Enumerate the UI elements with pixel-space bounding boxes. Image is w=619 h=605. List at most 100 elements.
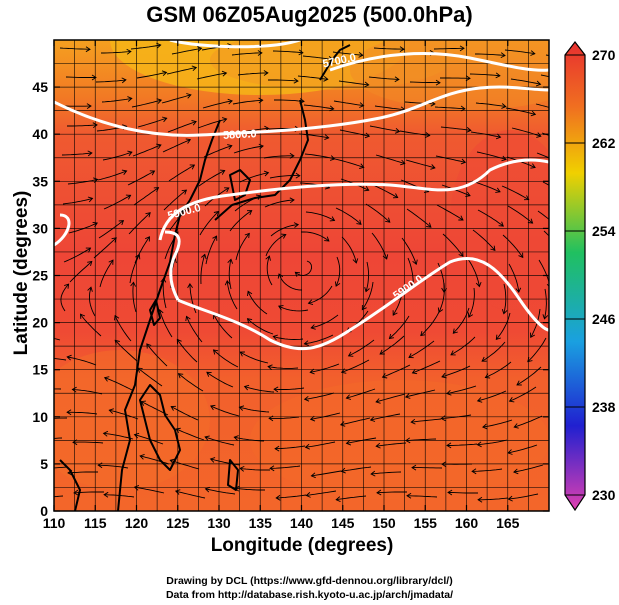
streamline	[441, 365, 471, 378]
streamline-arrow	[513, 468, 519, 475]
streamline-arrow	[298, 49, 304, 56]
streamline	[98, 220, 124, 239]
streamline	[527, 337, 547, 363]
colorbar-tick-label: 238	[592, 399, 616, 415]
streamline	[379, 335, 405, 355]
y-tick-label: 35	[32, 173, 48, 189]
streamline-arrow	[267, 364, 273, 371]
y-tick-label: 5	[40, 456, 48, 472]
streamline-arrow	[156, 42, 162, 49]
streamline	[369, 125, 400, 132]
streamline-arrow	[71, 386, 77, 393]
streamline-arrow	[441, 461, 447, 468]
x-tick-label: 125	[166, 515, 190, 531]
streamline	[268, 366, 299, 369]
streamline	[54, 495, 64, 498]
streamline	[59, 47, 91, 50]
streamline	[132, 282, 137, 313]
streamline	[229, 210, 252, 232]
streamline	[171, 47, 202, 55]
streamline	[162, 139, 191, 153]
streamline	[382, 364, 411, 378]
streamline	[509, 386, 537, 402]
streamline-arrow	[309, 415, 316, 422]
streamline-arrow	[340, 467, 346, 474]
streamline	[273, 336, 304, 340]
streamline	[186, 316, 203, 343]
colorbar-tick-label: 270	[592, 47, 616, 63]
streamline	[476, 151, 507, 160]
y-tick-label: 15	[32, 362, 48, 378]
streamline	[146, 343, 168, 367]
streamline	[101, 97, 132, 103]
streamline	[137, 117, 167, 128]
credit-dcl: Drawing by DCL (https://www.gfd-dennou.o…	[166, 575, 453, 587]
streamline	[270, 465, 301, 469]
streamline-arrow	[546, 283, 549, 287]
streamline	[205, 235, 217, 265]
streamline-arrow	[385, 217, 391, 223]
streamline-arrow	[420, 330, 426, 337]
streamline-arrow	[560, 249, 564, 254]
streamline	[54, 337, 61, 341]
streamline	[505, 107, 536, 115]
streamline-arrow	[87, 260, 93, 267]
colorbar-tick-label: 230	[592, 487, 616, 503]
streamline	[304, 392, 335, 400]
x-tick-label: 120	[125, 515, 149, 531]
streamline	[365, 261, 370, 292]
streamline	[65, 76, 96, 78]
streamline-arrow	[127, 96, 133, 102]
streamline	[136, 71, 167, 79]
streamline-arrow	[484, 373, 491, 379]
streamline-arrow	[103, 491, 109, 498]
streamline	[137, 367, 163, 387]
streamline-arrow	[243, 384, 250, 391]
streamline-arrow	[161, 116, 168, 123]
streamline	[170, 406, 199, 421]
streamline	[175, 490, 206, 499]
streamline	[368, 76, 399, 80]
streamline-arrow	[146, 343, 152, 349]
streamline-arrow	[114, 339, 120, 346]
streamline-arrow	[227, 98, 233, 105]
streamline	[513, 464, 544, 473]
streamline	[373, 47, 405, 50]
streamline	[540, 74, 549, 78]
y-tick-label: 25	[32, 268, 48, 284]
streamline	[407, 495, 438, 498]
streamline	[535, 103, 549, 108]
x-tick-label: 155	[414, 515, 438, 531]
streamline	[166, 67, 197, 75]
streamline	[210, 458, 241, 466]
streamline	[401, 237, 417, 265]
streamline	[543, 230, 549, 237]
streamline-arrow	[161, 70, 168, 77]
streamline	[346, 437, 377, 444]
x-tick-label: 130	[207, 515, 231, 531]
y-tick-label: 20	[32, 315, 48, 331]
streamline-arrow	[156, 98, 163, 104]
streamline	[471, 180, 501, 193]
streamline	[54, 466, 69, 469]
streamline	[446, 385, 477, 395]
streamline-arrow	[272, 334, 278, 341]
colorbar-ticks: 230 238 246 254 262 270	[565, 47, 616, 503]
streamline-arrow	[244, 232, 250, 239]
streamline	[97, 170, 127, 181]
streamline	[69, 261, 93, 283]
streamline	[542, 181, 549, 186]
streamline	[371, 471, 402, 475]
streamline-arrow	[156, 143, 162, 149]
streamline-arrow	[400, 159, 406, 166]
streamline-arrow	[66, 409, 72, 416]
streamline	[239, 172, 269, 183]
streamline-arrow	[352, 258, 359, 264]
streamline	[310, 363, 340, 373]
streamline-arrow	[139, 453, 145, 460]
streamline	[304, 153, 335, 160]
coastlines	[59, 44, 351, 511]
streamline-arrow	[265, 255, 271, 261]
streamline	[341, 466, 372, 472]
streamline-arrow	[133, 432, 140, 439]
